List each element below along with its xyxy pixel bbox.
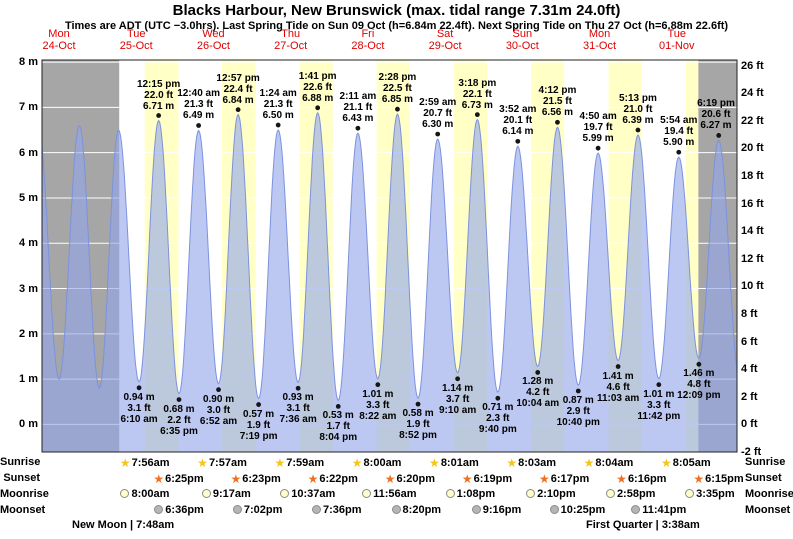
- low-tide-dot: [575, 388, 581, 394]
- low-tide-dot: [696, 361, 702, 367]
- low-tide-dot: [335, 403, 341, 409]
- high-tide-dot: [555, 119, 560, 125]
- low-tide-dot: [136, 385, 142, 391]
- first-quarter-label: First Quarter | 3:38am: [586, 519, 700, 531]
- high-tide-dot: [395, 106, 400, 112]
- high-tide-dot: [196, 123, 202, 128]
- low-tide-dot: [535, 370, 541, 375]
- tide-area: [42, 112, 737, 453]
- low-tide-dot: [216, 387, 221, 393]
- high-tide-dot: [515, 138, 521, 144]
- low-tide-dot: [455, 376, 461, 382]
- high-tide-dot: [635, 127, 641, 133]
- high-tide-dot: [156, 113, 162, 118]
- low-tide-dot: [375, 382, 381, 388]
- page-subtitle: Times are ADT (UTC −3.0hrs). Last Spring…: [64, 20, 729, 32]
- high-tide-dot: [474, 112, 480, 118]
- low-tide-dot: [415, 401, 421, 407]
- tide-line: [41, 111, 738, 402]
- low-tide-dot: [295, 385, 301, 391]
- high-tide-dot: [676, 149, 682, 155]
- high-tide-dot: [355, 125, 361, 131]
- low-tide-dot: [656, 382, 662, 388]
- high-tide-dot: [275, 122, 281, 128]
- low-tide-dot: [176, 397, 182, 403]
- low-tide-dot: [615, 364, 621, 369]
- high-tide-dot: [315, 105, 321, 111]
- plot-border: [41, 59, 738, 453]
- high-tide-dot: [716, 133, 722, 138]
- high-tide-dot: [595, 145, 601, 151]
- high-tide-dot: [435, 131, 441, 137]
- page-title: Blacks Harbour, New Brunswick (max. tida…: [172, 2, 621, 19]
- new-moon-label: New Moon | 7:48am: [72, 519, 175, 531]
- low-tide-dot: [495, 395, 501, 401]
- low-tide-dot: [256, 402, 262, 407]
- high-tide-dot: [235, 107, 241, 113]
